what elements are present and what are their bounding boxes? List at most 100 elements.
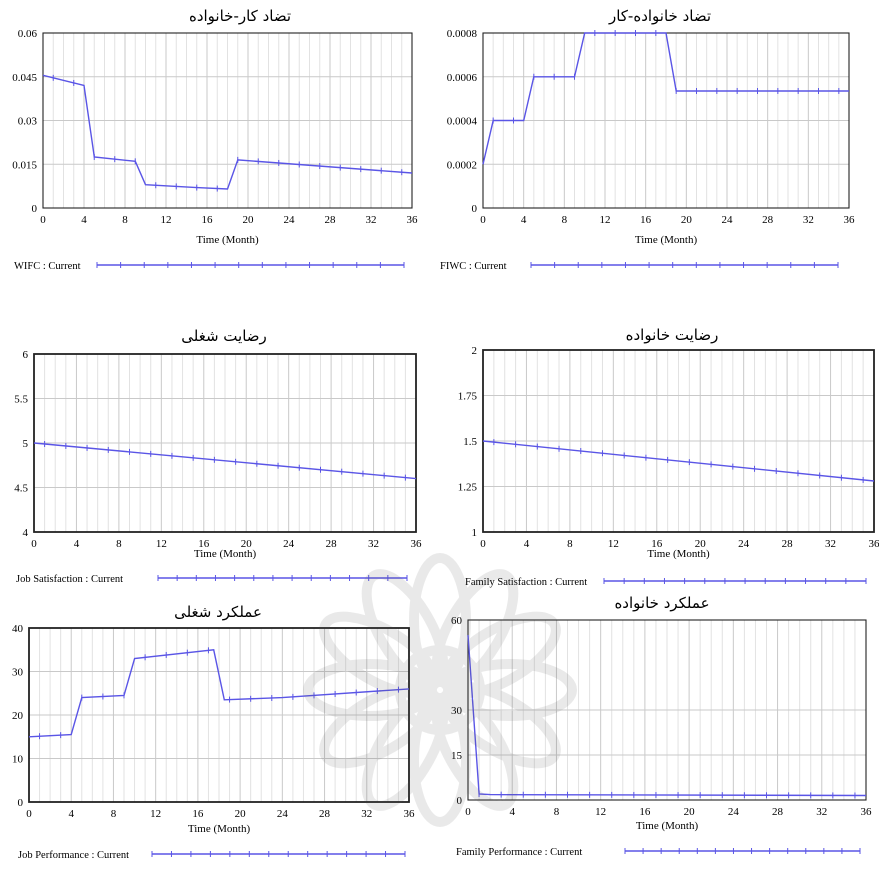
x-tick-label: 24 [738, 538, 750, 550]
x-tick-label: 4 [74, 538, 80, 550]
x-tick-label: 20 [235, 808, 247, 820]
x-tick-label: 12 [150, 808, 161, 820]
y-tick-label: 0.0002 [447, 159, 477, 171]
x-tick-label: 16 [192, 808, 204, 820]
x-tick-label: 28 [326, 538, 338, 550]
x-tick-label: 36 [861, 806, 873, 818]
grid [483, 350, 874, 532]
x-tick-label: 0 [31, 538, 37, 550]
x-tick-label: 28 [762, 214, 774, 226]
x-tick-label: 8 [562, 214, 568, 226]
legend: WIFC : Current [14, 261, 404, 272]
y-tick-label: 30 [12, 667, 24, 679]
chart-panel-2: تضاد خانواده-کار00.00020.00040.00060.000… [440, 7, 855, 272]
x-tick-label: 32 [366, 214, 377, 226]
legend-label: Family Performance : Current [456, 847, 582, 858]
legend: Job Satisfaction : Current [16, 574, 407, 585]
y-tick-label: 1.25 [458, 482, 478, 494]
x-tick-label: 16 [640, 214, 652, 226]
y-tick-label: 4 [23, 527, 29, 539]
x-tick-label: 32 [368, 538, 379, 550]
y-tick-label: 0.03 [18, 116, 38, 128]
x-axis-label: Time (Month) [194, 548, 257, 560]
x-tick-label: 20 [684, 806, 696, 818]
x-tick-label: 8 [554, 806, 560, 818]
x-tick-label: 24 [728, 806, 740, 818]
y-tick-label: 0.0004 [447, 116, 478, 128]
y-tick-label: 0 [32, 203, 38, 215]
x-tick-label: 32 [803, 214, 814, 226]
legend: Family Performance : Current [456, 847, 860, 858]
x-tick-label: 0 [26, 808, 32, 820]
y-tick-label: 6 [23, 349, 29, 361]
x-tick-label: 8 [122, 214, 128, 226]
x-axis-label: Time (Month) [188, 823, 251, 835]
x-axis-label: Time (Month) [647, 548, 710, 560]
legend: FIWC : Current [440, 261, 838, 272]
x-tick-label: 20 [243, 214, 255, 226]
x-tick-label: 28 [325, 214, 337, 226]
y-tick-label: 5.5 [14, 394, 28, 406]
x-tick-label: 36 [411, 538, 423, 550]
x-tick-label: 20 [681, 214, 693, 226]
y-tick-label: 5 [23, 438, 29, 450]
chart-title: تضاد خانواده-کار [608, 7, 711, 25]
x-axis-label: Time (Month) [196, 234, 259, 246]
legend-label: FIWC : Current [440, 261, 507, 272]
x-tick-label: 36 [844, 214, 856, 226]
y-tick-label: 0.06 [18, 28, 38, 40]
x-axis-label: Time (Month) [636, 820, 699, 832]
x-tick-label: 28 [772, 806, 784, 818]
legend-label: Job Performance : Current [18, 850, 129, 861]
y-tick-label: 2 [472, 345, 478, 357]
x-tick-label: 24 [283, 538, 295, 550]
x-tick-label: 28 [319, 808, 331, 820]
chart-title: رضایت خانواده [626, 326, 719, 344]
chart-title: تضاد کار-خانواده [189, 7, 291, 25]
x-tick-label: 0 [40, 214, 46, 226]
x-tick-label: 16 [639, 806, 651, 818]
y-tick-label: 0.045 [12, 72, 37, 84]
y-tick-label: 0.0006 [447, 72, 478, 84]
x-tick-label: 12 [595, 806, 606, 818]
y-tick-label: 40 [12, 623, 24, 635]
y-tick-label: 0 [18, 797, 24, 809]
x-tick-label: 8 [567, 538, 573, 550]
y-tick-label: 0 [472, 203, 478, 215]
chart-title: رضایت شغلی [181, 327, 267, 345]
x-tick-label: 24 [277, 808, 289, 820]
legend: Family Satisfaction : Current [465, 577, 866, 588]
grid [43, 33, 412, 208]
x-tick-label: 12 [608, 538, 619, 550]
x-tick-label: 0 [480, 214, 486, 226]
y-tick-label: 1.75 [458, 391, 478, 403]
y-tick-label: 0.015 [12, 159, 37, 171]
legend: Job Performance : Current [18, 850, 405, 861]
x-tick-label: 36 [404, 808, 416, 820]
x-tick-label: 36 [869, 538, 879, 550]
x-tick-label: 4 [509, 806, 515, 818]
x-axis-label: Time (Month) [635, 234, 698, 246]
chart-title: عملکرد خانواده [614, 594, 709, 612]
x-tick-label: 4 [68, 808, 74, 820]
y-tick-label: 20 [12, 710, 24, 722]
chart-title: عملکرد شغلی [174, 603, 262, 621]
legend-label: WIFC : Current [14, 261, 81, 272]
x-tick-label: 0 [480, 538, 486, 550]
legend-label: Job Satisfaction : Current [16, 574, 123, 585]
x-tick-label: 28 [782, 538, 794, 550]
y-tick-label: 1.5 [463, 436, 477, 448]
grid [34, 354, 416, 532]
watermark-emblem [308, 558, 572, 822]
x-tick-label: 12 [600, 214, 611, 226]
grid [483, 33, 849, 208]
x-tick-label: 0 [465, 806, 471, 818]
x-tick-label: 24 [722, 214, 734, 226]
